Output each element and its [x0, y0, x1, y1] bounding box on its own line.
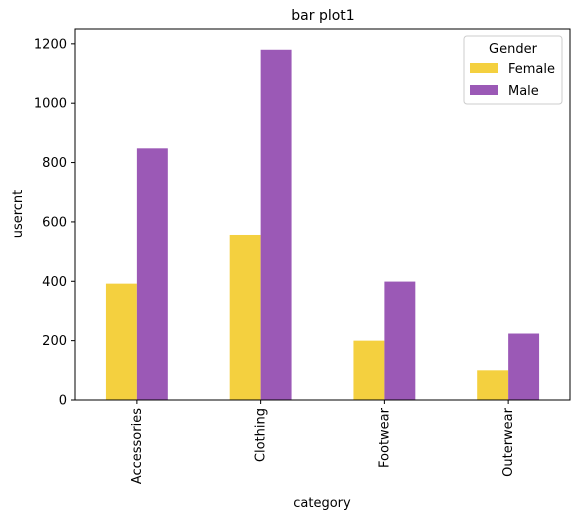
- plot-area-frame: [74, 28, 571, 401]
- bar-female-accessories: [105, 283, 137, 400]
- bar-female-footwear: [353, 340, 385, 400]
- bars-group: [105, 49, 540, 400]
- legend-label-female: Female: [508, 62, 555, 77]
- y-tick-label: 600: [42, 215, 67, 230]
- y-tick-label: 1200: [34, 37, 67, 52]
- bar-female-outerwear: [477, 370, 509, 400]
- legend-label-male: Male: [508, 84, 539, 99]
- bar-male-outerwear: [508, 333, 540, 400]
- bar-male-clothing: [260, 49, 292, 400]
- y-tick-label: 800: [42, 156, 67, 171]
- y-axis-ticks: 0 200 400 600 800 1000 1200: [34, 37, 75, 409]
- bar-female-clothing: [229, 234, 261, 400]
- y-tick-label: 200: [42, 334, 67, 349]
- chart-title: bar plot1: [291, 8, 354, 24]
- y-tick-label: 400: [42, 275, 67, 290]
- x-axis-ticks: Accessories Clothing Footwear Outerwear: [130, 400, 516, 484]
- legend-swatch-female: [470, 63, 498, 73]
- y-axis-label: usercnt: [11, 190, 26, 239]
- legend: Gender Female Male: [463, 35, 563, 105]
- legend-title: Gender: [489, 42, 538, 57]
- bar-male-accessories: [136, 148, 168, 400]
- x-tick-label: Clothing: [254, 408, 269, 462]
- x-tick-label: Footwear: [377, 407, 392, 468]
- legend-swatch-male: [470, 85, 498, 95]
- x-tick-label: Accessories: [130, 408, 145, 484]
- y-tick-label: 1000: [34, 97, 67, 112]
- x-axis-label: category: [293, 496, 351, 511]
- bar-male-footwear: [384, 281, 416, 400]
- x-tick-label: Outerwear: [501, 407, 516, 477]
- y-tick-label: 0: [59, 394, 67, 409]
